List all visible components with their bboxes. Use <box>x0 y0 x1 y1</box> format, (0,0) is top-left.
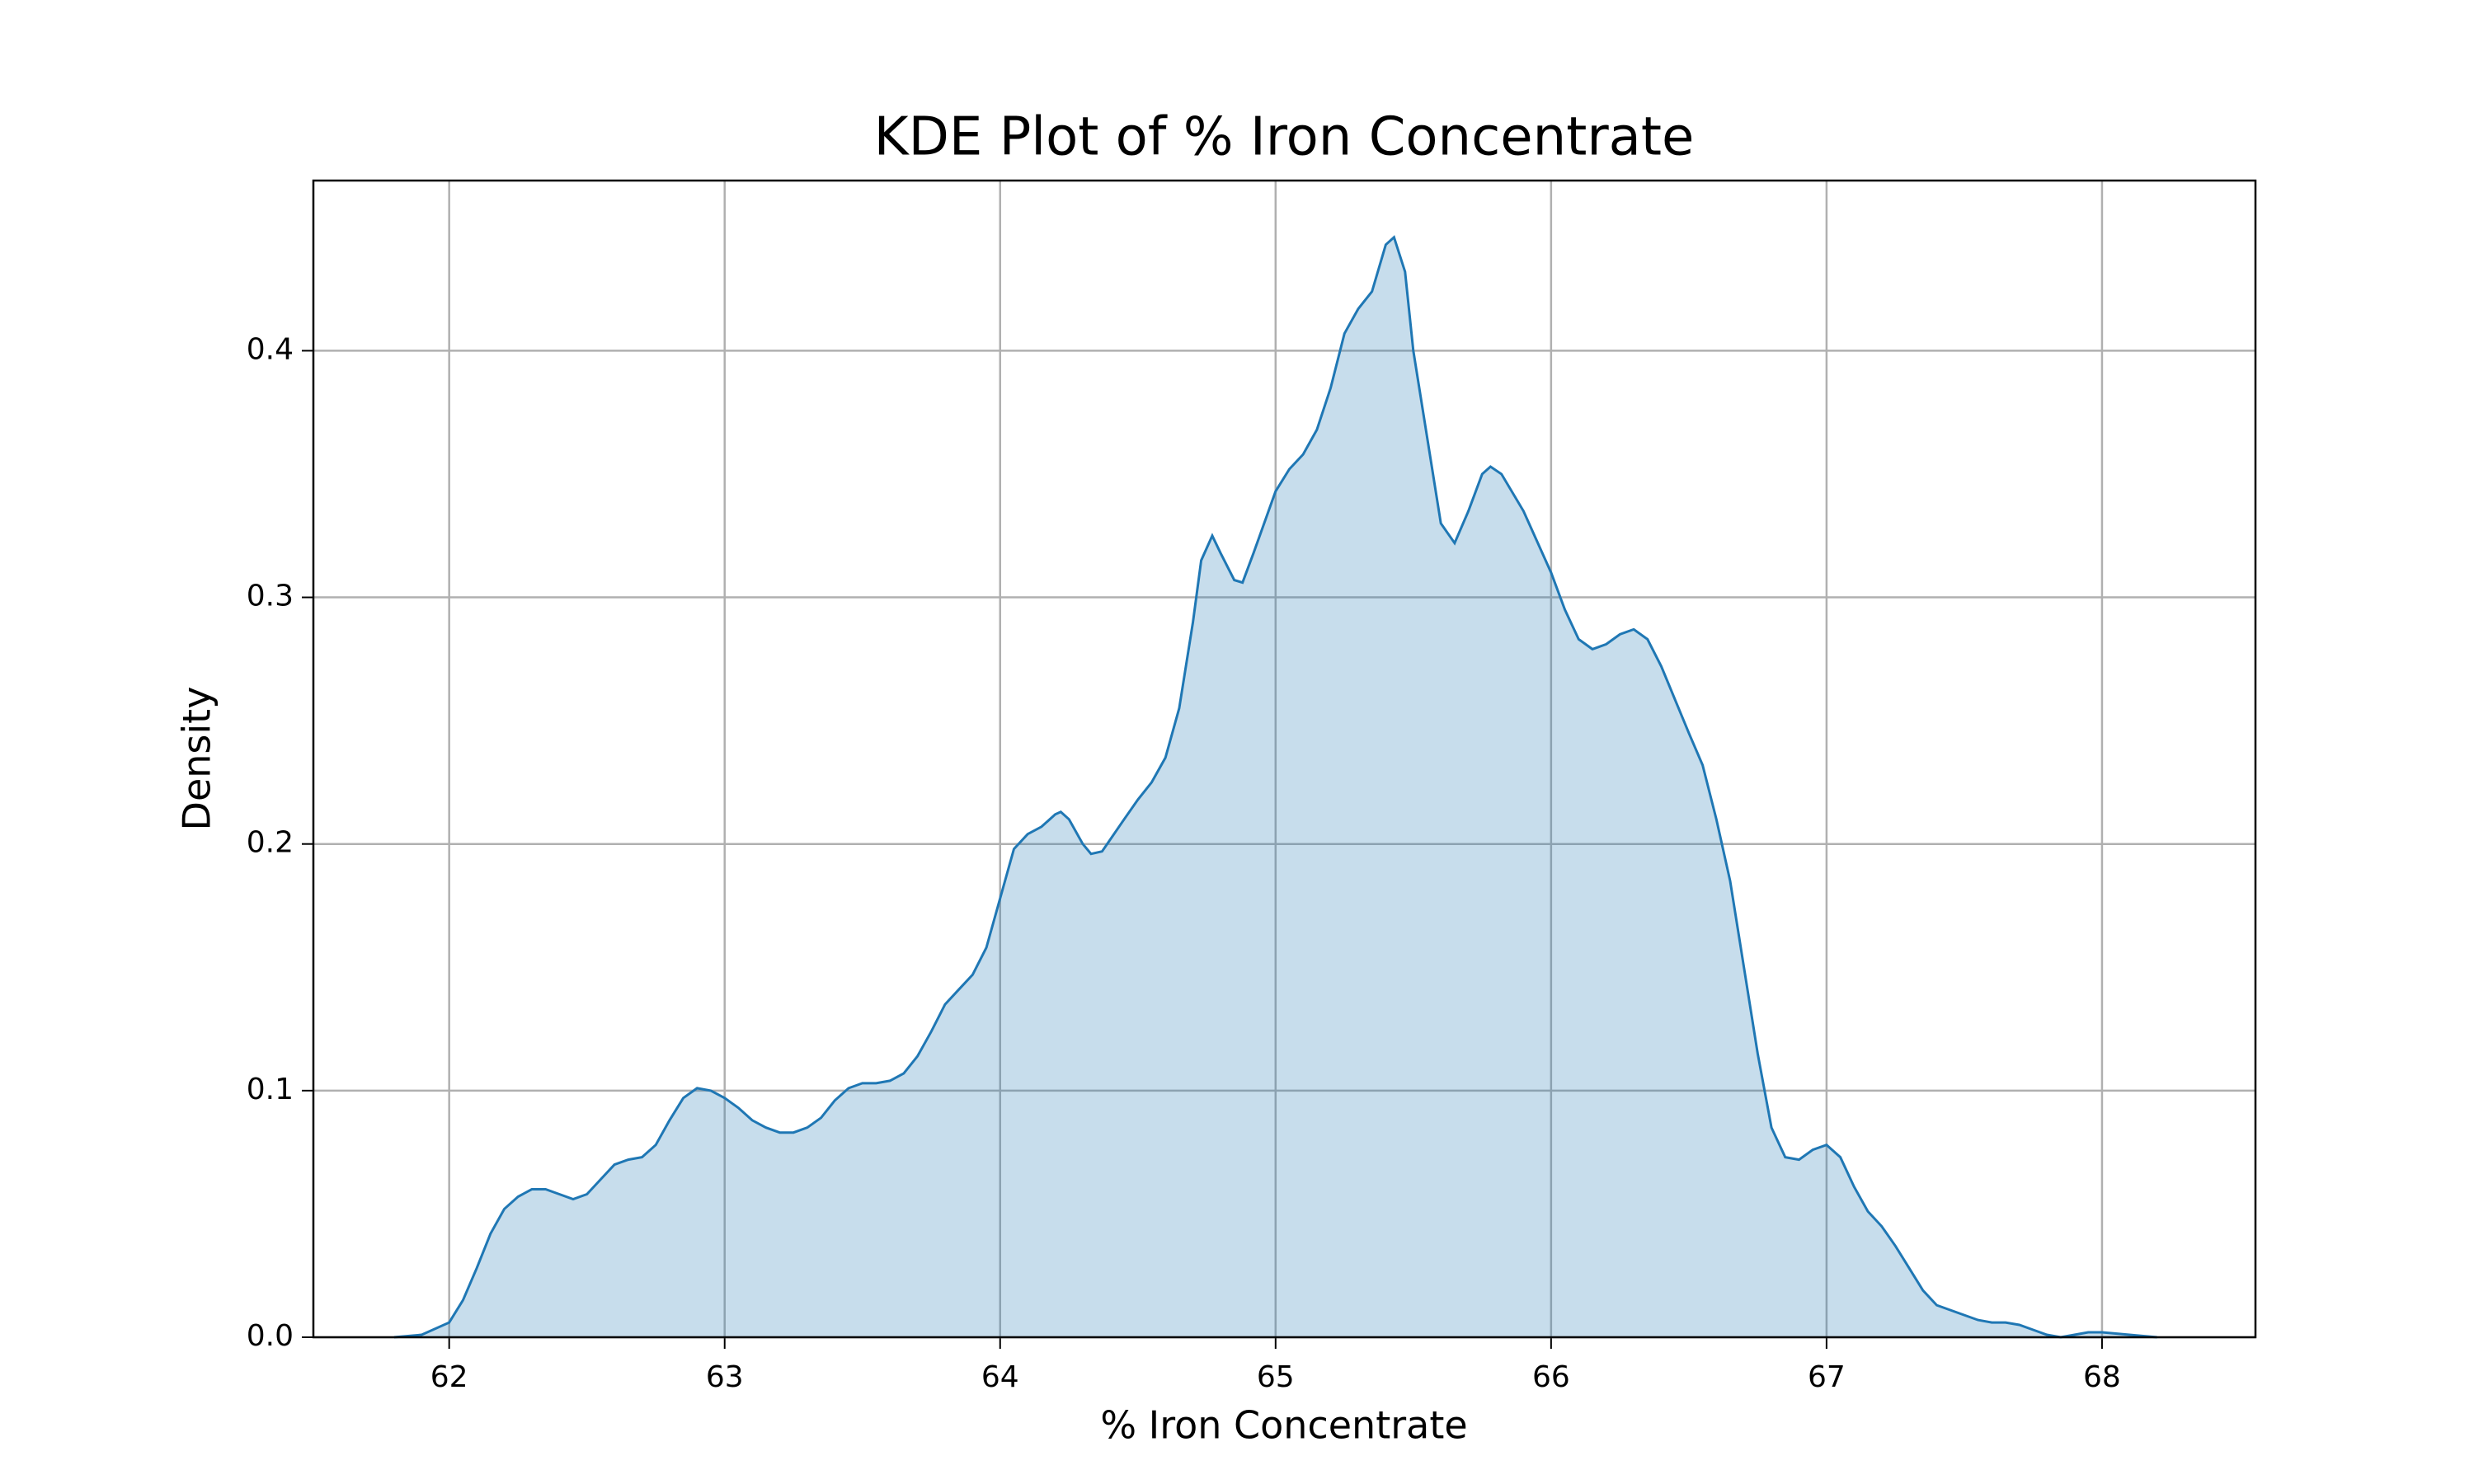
x-tick-label: 64 <box>981 1360 1019 1394</box>
y-axis-label: Density <box>175 687 219 831</box>
y-tick-label: 0.4 <box>247 332 294 366</box>
x-tick-label: 63 <box>706 1360 744 1394</box>
kde-line <box>393 235 2157 1339</box>
x-tick-label: 67 <box>1808 1360 1846 1394</box>
y-tick-label: 0.0 <box>247 1319 294 1353</box>
x-axis-label: % Iron Concentrate <box>1100 1403 1467 1448</box>
y-tick-label: 0.1 <box>247 1073 294 1106</box>
plot-frame <box>312 179 2257 1339</box>
area-fill <box>393 237 2157 1337</box>
x-tick-label: 65 <box>1257 1360 1295 1394</box>
x-tick-label: 68 <box>2083 1360 2121 1394</box>
x-tick-label: 62 <box>430 1360 468 1394</box>
x-tick-label: 66 <box>1532 1360 1570 1394</box>
y-tick-label: 0.2 <box>247 826 294 860</box>
chart-title: KDE Plot of % Iron Concentrate <box>874 107 1695 168</box>
y-tick-label: 0.3 <box>247 580 294 613</box>
